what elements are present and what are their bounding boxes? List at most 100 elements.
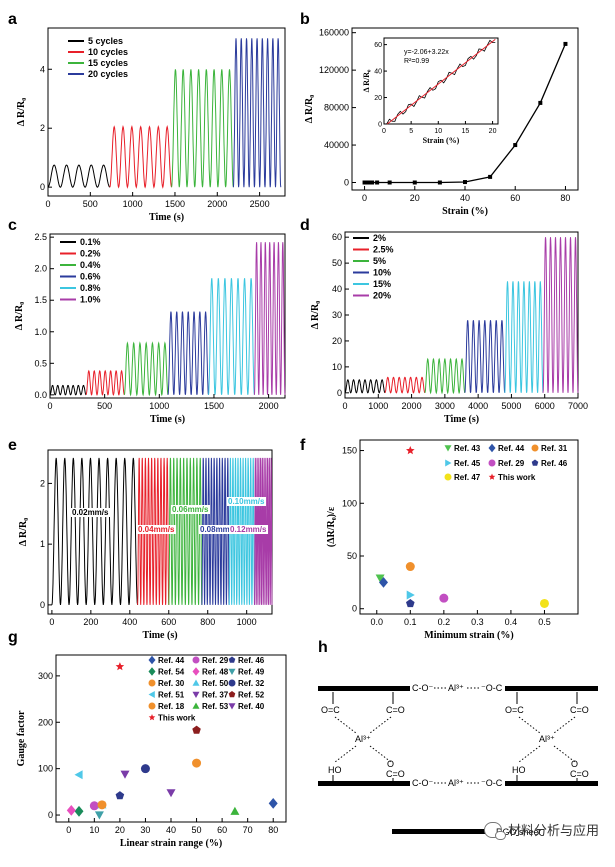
legend-marker	[148, 667, 156, 676]
legend-marker	[531, 459, 539, 466]
inset-x-label: Strain (%)	[423, 136, 460, 145]
left-co-top: C=O	[386, 705, 405, 715]
crosslink-diagram: RGO sheet C-O⁻ Al³⁺ ⁻O-C C-O⁻ Al³⁺ ⁻O-C …	[318, 683, 598, 837]
x-tick-label: 0	[362, 193, 367, 203]
x-tick-label: 0.0	[371, 617, 384, 627]
x-tick-label: 0.5	[538, 617, 551, 627]
legend-marker	[228, 679, 236, 687]
inset-r-squared: R²=0.99	[404, 58, 429, 65]
x-tick-label: 50	[192, 825, 202, 835]
y-tick-label: 1	[40, 539, 45, 549]
x-tick-label: 0	[342, 401, 347, 411]
series-line-15 cycles	[171, 69, 234, 188]
series-line-10%	[464, 320, 506, 393]
y-tick-label: 0	[344, 178, 349, 188]
legend-marker	[148, 702, 156, 710]
legend-entry: 0.4%	[80, 260, 101, 270]
data-point	[488, 174, 493, 179]
y-tick-label: 1.5	[34, 295, 47, 305]
x-tick-label: 1500	[165, 199, 185, 209]
legend-entry: Ref. 46	[238, 656, 265, 665]
scatter-point-Ref. 31	[405, 562, 415, 572]
axes-d: 0 1000 2000 3000 4000 5000 6000 7000 0 10 20 30 40 50…	[310, 231, 588, 425]
legend-marker	[192, 702, 200, 709]
legend-entry: 15 cycles	[88, 58, 128, 68]
x-tick-label: 70	[243, 825, 253, 835]
inset-y-tick-label: 0	[378, 122, 382, 129]
series-line-0.08mm/s	[201, 457, 230, 605]
scatter-point-Ref. 53	[230, 806, 240, 815]
axes-g: 0 10 20 30 40 50 60 70 80 0 100 200 300 Linear strain…	[16, 654, 287, 849]
legend-entry: Ref. 32	[238, 679, 265, 688]
x-tick-label: 1000	[123, 199, 143, 209]
legend-entry: Ref. 44	[158, 656, 185, 665]
y-tick-label: 2.0	[34, 264, 47, 274]
left-oc-top: O=C	[321, 705, 340, 715]
x-tick-label: 0	[66, 825, 71, 835]
legend-entry: Ref. 18	[158, 702, 185, 711]
inset-y-tick-label: 60	[374, 42, 382, 49]
inset-x-tick-label: 5	[409, 128, 413, 135]
legend-marker	[488, 473, 496, 480]
series-line-0.6%	[167, 311, 209, 395]
y-tick-label: 160000	[319, 28, 349, 38]
legend-marker	[192, 691, 200, 698]
x-tick-label: 0.3	[471, 617, 484, 627]
bond-left-6	[369, 745, 392, 763]
legend-entry: 20 cycles	[88, 69, 128, 79]
legend-entry: Ref. 45	[454, 459, 481, 468]
y-tick-label: 30	[332, 310, 342, 320]
watermark: 材料分析与应用	[483, 820, 599, 840]
series-line-0.1%	[49, 384, 87, 396]
series-line-0.4%	[123, 341, 169, 397]
top-right-carboxylate: ⁻O-C	[481, 683, 503, 693]
scatter-point-This work	[406, 446, 415, 455]
y-tick-label: 2.5	[34, 232, 47, 242]
y-tick-label: 200	[38, 717, 53, 727]
x-tick-label: 10	[89, 825, 99, 835]
bond-right-6	[553, 745, 576, 763]
y-axis-label: Δ R/R₀	[16, 98, 27, 126]
legend-entry: 2.5%	[373, 245, 394, 255]
right-ho: HO	[512, 765, 526, 775]
legend-marker	[488, 459, 496, 467]
y-tick-label: 0	[40, 600, 45, 610]
y-tick-label: 100	[38, 764, 53, 774]
scatter-point-Ref. 29	[89, 801, 99, 811]
legend-entry: 0.8%	[80, 283, 101, 293]
y-tick-label: 40000	[324, 140, 349, 150]
y-tick-label: 2	[40, 478, 45, 488]
legend-marker	[445, 459, 452, 467]
panel-label-a: a	[8, 11, 17, 28]
x-tick-label: 80	[560, 193, 570, 203]
x-tick-label: 80	[268, 825, 278, 835]
rgo-legend-label: RGO sheet	[496, 827, 542, 837]
axes-f: 0.0 0.1 0.2 0.3 0.4 0.5 0 50 100 150 Minimum strai…	[326, 439, 579, 641]
scatter-point-Ref. 48	[66, 805, 76, 816]
right-oc-top: O=C	[505, 705, 524, 715]
y-tick-label: 0	[48, 810, 53, 820]
x-tick-label: 4000	[468, 401, 488, 411]
left-co-bottom: C=O	[386, 769, 405, 779]
scatter-point-Ref. 45	[406, 590, 415, 600]
x-tick-label: 0.1	[404, 617, 417, 627]
rgo-sheet-bottom-left	[318, 781, 410, 786]
scatter-point-Ref. 54	[74, 805, 84, 817]
speed-annotation: 0.06mm/s	[172, 505, 209, 514]
scatter-point-Ref. 43	[375, 574, 385, 583]
series-line-0.04mm/s	[137, 457, 170, 605]
speed-annotation: 0.10mm/s	[228, 497, 265, 506]
y-tick-label: 100	[342, 498, 357, 508]
panel-label-b: b	[300, 11, 310, 28]
legend-marker	[531, 444, 539, 452]
legend-entry: 15%	[373, 279, 391, 289]
bottom-al-ion: Al³⁺	[448, 778, 464, 788]
top-left-carboxylate: C-O⁻	[412, 683, 433, 693]
legend-marker	[228, 703, 236, 710]
scatter-point-Ref. 46	[115, 791, 125, 800]
data-point	[362, 180, 367, 185]
scatter-point-Ref. 29	[439, 593, 449, 603]
legend-entry: Ref. 50	[202, 679, 229, 688]
legend-entry: Ref. 49	[238, 668, 265, 677]
